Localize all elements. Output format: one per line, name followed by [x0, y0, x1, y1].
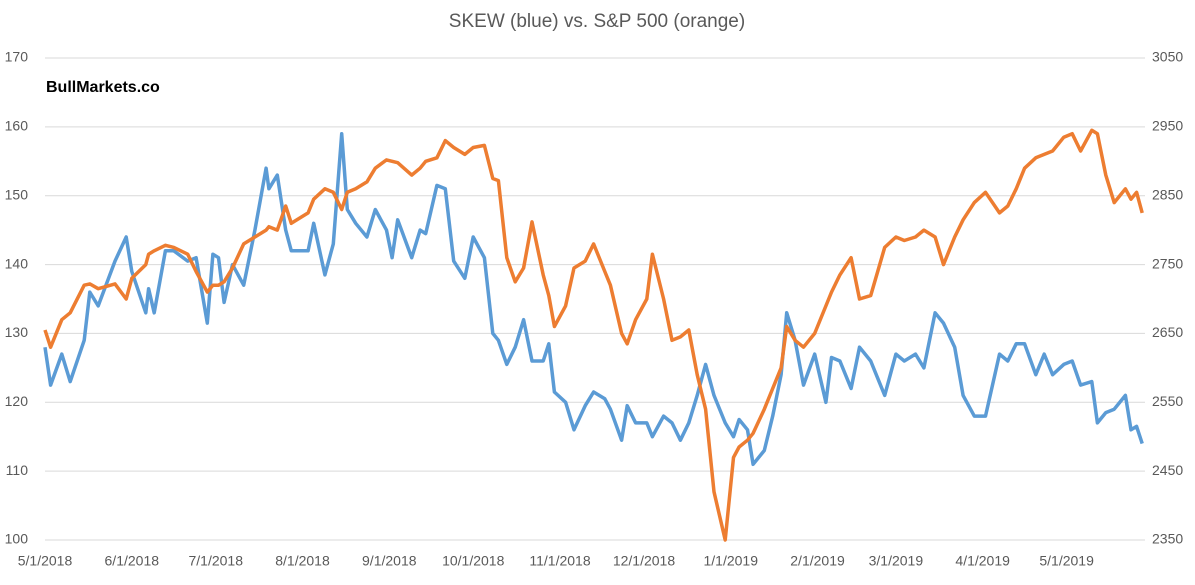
y2-tick-label: 2350 [1152, 531, 1183, 547]
x-tick-label: 4/1/2019 [955, 553, 1010, 569]
x-tick-label: 3/1/2019 [869, 553, 924, 569]
y2-tick-label: 2750 [1152, 255, 1183, 271]
x-tick-label: 10/1/2018 [442, 553, 504, 569]
x-tick-label: 12/1/2018 [613, 553, 675, 569]
y-tick-label: 130 [5, 324, 29, 340]
series-line [43, 128, 1144, 542]
x-tick-label: 6/1/2018 [105, 553, 160, 569]
y2-tick-label: 2450 [1152, 462, 1183, 478]
y2-tick-label: 2550 [1152, 393, 1183, 409]
series-line [43, 131, 1144, 467]
y2-tick-label: 2850 [1152, 186, 1183, 202]
x-tick-label: 7/1/2018 [188, 553, 243, 569]
x-tick-label: 9/1/2018 [362, 553, 417, 569]
watermark: BullMarkets.co [46, 79, 160, 96]
y-tick-label: 150 [5, 186, 29, 202]
y-tick-label: 120 [5, 393, 29, 409]
x-tick-label: 8/1/2018 [275, 553, 330, 569]
y-tick-label: 100 [5, 531, 29, 547]
y-tick-label: 170 [5, 49, 29, 65]
chart-title: SKEW (blue) vs. S&P 500 (orange) [449, 11, 745, 32]
y-tick-label: 110 [6, 462, 29, 478]
y2-tick-label: 2650 [1152, 324, 1183, 340]
x-tick-label: 1/1/2019 [704, 553, 759, 569]
y2-tick-label: 3050 [1152, 49, 1183, 65]
x-tick-label: 5/1/2018 [18, 553, 73, 569]
x-tick-label: 11/1/2018 [529, 553, 590, 569]
grid [45, 57, 1145, 541]
y-tick-label: 160 [5, 118, 29, 134]
x-tick-label: 2/1/2019 [790, 553, 845, 569]
y2-tick-label: 2950 [1152, 118, 1183, 134]
y-tick-label: 140 [5, 255, 29, 271]
x-tick-label: 5/1/2019 [1039, 553, 1094, 569]
